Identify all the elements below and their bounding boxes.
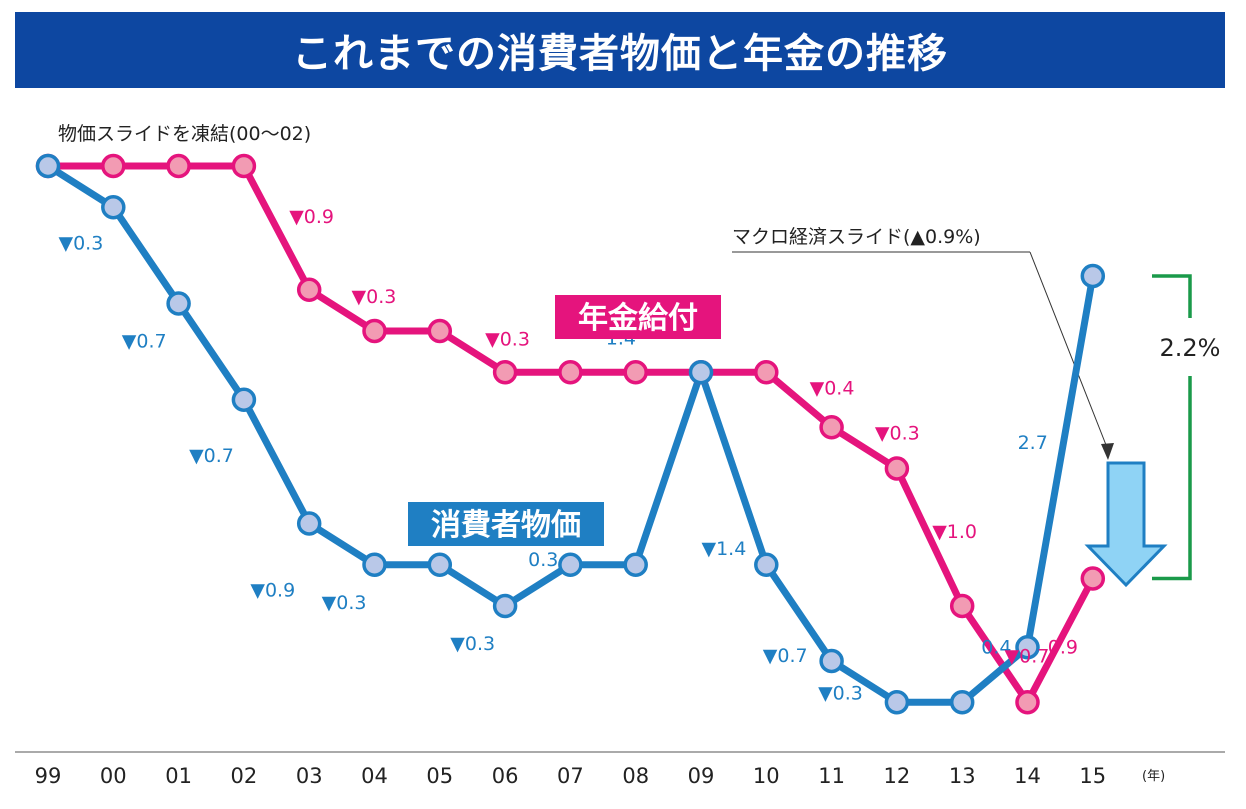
- pension-data-label: ▼1.0: [932, 521, 977, 543]
- x-tick-label: 03: [296, 764, 323, 788]
- pension-point: [101, 153, 126, 179]
- cpi-point: [362, 552, 387, 577]
- cpi-point: [884, 690, 910, 715]
- pension-point: [949, 593, 975, 619]
- x-tick-label: 14: [1014, 764, 1041, 788]
- x-tick-label: 04: [361, 764, 388, 788]
- cpi-point: [1080, 263, 1106, 289]
- pension-point: [754, 360, 779, 385]
- cpi-data-label: ▼0.7: [189, 445, 234, 467]
- cpi-data-label: ▼0.3: [818, 682, 863, 704]
- pension-point: [231, 153, 257, 179]
- cpi-point: [101, 195, 126, 220]
- pension-point: [558, 360, 583, 385]
- x-tick-label: 05: [426, 764, 453, 788]
- cpi-point: [819, 648, 844, 674]
- pension-data-label: ▼0.3: [352, 286, 397, 308]
- pension-point: [166, 153, 191, 179]
- cpi-point: [949, 690, 975, 715]
- cpi-point: [296, 511, 322, 536]
- freeze-note: 物価スライドを凍結(00〜02): [58, 123, 311, 145]
- pension-point: [1015, 690, 1040, 715]
- cpi-point: [1015, 635, 1040, 660]
- x-axis-ticks: 99 00 01 02 03 04 05 06 07 08 09 10 11 12 13 14 15: [35, 764, 1107, 788]
- cpi-data-label: ▼0.7: [122, 331, 167, 353]
- x-tick-label: 08: [622, 764, 649, 788]
- gap-label: 2.2%: [1160, 334, 1221, 362]
- x-tick-label: 12: [884, 764, 911, 788]
- cpi-data-label: ▼1.4: [701, 538, 746, 560]
- x-tick-label: 06: [492, 764, 519, 788]
- pension-point: [1080, 566, 1106, 591]
- cpi-data-label: ▼0.3: [322, 592, 367, 614]
- pension-point: [362, 318, 387, 344]
- pension-point: [296, 277, 322, 302]
- x-tick-label: 10: [753, 764, 780, 788]
- x-tick-label: 13: [949, 764, 976, 788]
- x-tick-label: 15: [1079, 764, 1106, 788]
- cpi-data-label: ▼0.3: [58, 232, 103, 254]
- pension-legend-box: [555, 295, 721, 339]
- annotations-layer: 物価スライドを凍結(00〜02) マクロ経済スライド(▲0.9%) 2.2%: [58, 123, 1221, 588]
- cpi-legend-box: [408, 502, 604, 546]
- pension-data-label: 0.9: [1048, 637, 1078, 659]
- x-tick-label: 00: [100, 764, 127, 788]
- macro-slide-note: マクロ経済スライド(▲0.9%): [732, 226, 981, 248]
- leader-arrowhead-icon: [1101, 443, 1114, 460]
- gap-bracket-lower: [1152, 376, 1192, 581]
- x-tick-label: 02: [231, 764, 258, 788]
- pension-point: [427, 318, 453, 344]
- data-labels: ▼0.3▼0.7▼0.7▼0.9▼0.3▼0.30.31.4▼1.4▼0.7▼0…: [58, 206, 1078, 705]
- cpi-data-label: ▼0.7: [763, 645, 808, 667]
- cpi-data-label: 0.3: [528, 549, 558, 571]
- x-tick-label: 07: [557, 764, 584, 788]
- pension-data-label: ▼0.9: [289, 206, 334, 228]
- pension-data-label: ▼0.7: [1005, 645, 1050, 667]
- cpi-point: [688, 360, 714, 385]
- pension-data-label: ▼0.3: [485, 328, 530, 350]
- pension-data-label: ▼0.4: [810, 377, 855, 399]
- cpi-point: [558, 552, 583, 577]
- pension-legend-label: 年金給付: [578, 301, 698, 336]
- cpi-data-label: ▼0.9: [250, 580, 295, 602]
- cpi-point: [166, 291, 191, 316]
- series-points: [35, 153, 1106, 715]
- title-bar: これまでの消費者物価と年金の推移: [15, 12, 1225, 88]
- gap-bracket: [1152, 274, 1192, 318]
- pension-data-label: ▼0.3: [875, 423, 920, 445]
- cpi-data-label: 2.7: [1018, 432, 1048, 454]
- cpi-data-label: 0.4: [981, 636, 1011, 658]
- macro-note-leader-line: [1029, 251, 1109, 451]
- cpi-point: [35, 153, 61, 179]
- pension-point: [819, 415, 844, 440]
- pension-point: [492, 360, 518, 385]
- cpi-legend-label: 消費者物価: [431, 508, 581, 543]
- pension-point: [884, 456, 910, 481]
- x-tick-label: 11: [818, 764, 845, 788]
- down-arrow-icon: [1084, 461, 1168, 588]
- x-tick-label: 99: [35, 764, 62, 788]
- pension-point: [623, 360, 648, 385]
- cpi-point: [623, 552, 648, 577]
- cpi-point: [427, 552, 453, 577]
- x-tick-label: 01: [165, 764, 192, 788]
- cpi-point: [754, 552, 779, 577]
- x-axis-unit: (年): [1142, 769, 1165, 784]
- x-tick-label: 09: [688, 764, 715, 788]
- cpi-point: [492, 593, 518, 619]
- cpi-point: [231, 387, 257, 412]
- cpi-data-label: ▼0.3: [450, 633, 495, 655]
- chart-title: これまでの消費者物価と年金の推移: [292, 31, 948, 77]
